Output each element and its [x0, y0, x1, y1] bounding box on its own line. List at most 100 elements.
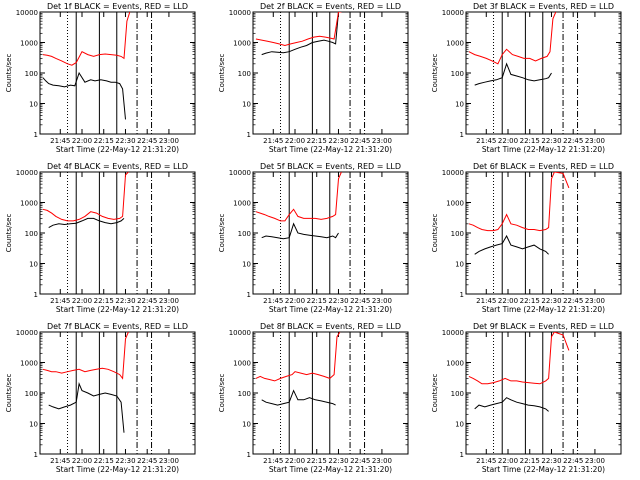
x-tick-label: 21:45 [263, 137, 283, 145]
chart-title: Det 7f BLACK = Events, RED = LLD [47, 322, 188, 331]
x-tick-label: 22:30 [115, 137, 135, 145]
y-tick-label: 100 [451, 70, 464, 78]
y-tick-label: 10 [242, 101, 251, 109]
x-tick-label: 23:00 [159, 457, 179, 465]
chart-title: Det 2f BLACK = Events, RED = LLD [260, 2, 401, 11]
plot-frame [252, 331, 409, 455]
y-tick-label: 10000 [442, 169, 464, 177]
series-line-lld [255, 332, 341, 382]
x-tick-label: 22:15 [307, 457, 327, 465]
x-tick-label: 23:00 [585, 457, 605, 465]
y-tick-label: 1 [460, 131, 464, 139]
y-tick-label: 1 [34, 131, 38, 139]
x-tick-label: 22:00 [72, 137, 92, 145]
y-tick-label: 1 [34, 451, 38, 459]
series-line-events [261, 222, 339, 240]
x-tick-label: 22:45 [137, 137, 157, 145]
x-tick-label: 22:00 [498, 137, 518, 145]
x-tick-label: 22:00 [498, 297, 518, 305]
x-tick-label: 22:30 [541, 297, 561, 305]
y-tick-label: 1000 [446, 360, 464, 368]
plot-frame [465, 171, 622, 295]
x-tick-label: 23:00 [159, 137, 179, 145]
series-line-lld [468, 12, 557, 65]
x-axis-label: Start Time (22-May-12 21:31:20) [482, 465, 605, 474]
series-line-lld [468, 332, 570, 385]
y-tick-label: 100 [238, 70, 251, 78]
y-tick-label: 10 [242, 421, 251, 429]
x-tick-label: 22:00 [285, 457, 305, 465]
x-tick-label: 22:30 [328, 297, 348, 305]
series-line-events [474, 397, 549, 412]
series-line-lld [42, 12, 131, 66]
detector-panel-9: Det 9f BLACK = Events, RED = LLD 1 10 100 10… [431, 322, 622, 474]
plot-frame [39, 331, 196, 455]
chart-title: Det 9f BLACK = Events, RED = LLD [473, 322, 614, 331]
y-tick-label: 10000 [16, 329, 38, 337]
x-tick-label: 23:00 [585, 137, 605, 145]
x-axis-label: Start Time (22-May-12 21:31:20) [482, 145, 605, 154]
x-tick-label: 22:45 [350, 297, 370, 305]
x-tick-label: 22:45 [350, 137, 370, 145]
plot-frame [252, 171, 409, 295]
y-tick-label: 100 [238, 390, 251, 398]
x-tick-label: 22:00 [72, 297, 92, 305]
x-tick-label: 22:30 [328, 137, 348, 145]
y-tick-label: 10 [29, 101, 38, 109]
plot-frame [39, 171, 196, 295]
plot-frame [252, 11, 409, 135]
x-tick-label: 22:30 [115, 297, 135, 305]
series-line-events [261, 12, 339, 56]
x-tick-label: 22:15 [520, 297, 540, 305]
y-tick-label: 10000 [229, 169, 251, 177]
x-tick-label: 21:45 [476, 297, 496, 305]
y-tick-label: 1 [247, 131, 251, 139]
x-tick-label: 22:45 [563, 137, 583, 145]
y-tick-label: 1000 [20, 40, 38, 48]
series-line-lld [42, 332, 129, 380]
y-tick-label: 1 [247, 291, 251, 299]
series-line-events [261, 389, 336, 406]
x-tick-label: 22:45 [350, 457, 370, 465]
series-line-events [474, 62, 552, 86]
y-tick-label: 100 [451, 230, 464, 238]
y-axis-label: Counts/sec [5, 374, 13, 413]
y-tick-label: 100 [25, 70, 38, 78]
x-tick-label: 21:45 [476, 457, 496, 465]
chart-title: Det 3f BLACK = Events, RED = LLD [473, 2, 614, 11]
y-tick-label: 1000 [233, 360, 251, 368]
plot-frame [465, 11, 622, 135]
x-tick-label: 22:15 [94, 457, 114, 465]
plot-frame [465, 331, 622, 455]
y-tick-label: 1000 [20, 360, 38, 368]
series-line-events [474, 234, 549, 255]
y-tick-label: 1000 [233, 200, 251, 208]
y-tick-label: 1 [34, 291, 38, 299]
y-tick-label: 1 [247, 451, 251, 459]
y-tick-label: 100 [238, 230, 251, 238]
detector-panel-7: Det 7f BLACK = Events, RED = LLD 1 10 100 10… [5, 322, 196, 474]
y-tick-label: 1000 [20, 200, 38, 208]
x-axis-label: Start Time (22-May-12 21:31:20) [269, 145, 392, 154]
y-axis-label: Counts/sec [431, 214, 439, 253]
series-line-lld [468, 172, 570, 232]
y-axis-label: Counts/sec [5, 214, 13, 253]
y-tick-label: 100 [25, 390, 38, 398]
x-tick-label: 22:15 [520, 457, 540, 465]
y-axis-label: Counts/sec [5, 54, 13, 93]
y-axis-label: Counts/sec [218, 374, 226, 413]
x-tick-label: 21:45 [263, 297, 283, 305]
x-tick-label: 21:45 [263, 457, 283, 465]
x-tick-label: 23:00 [372, 457, 392, 465]
x-tick-label: 22:15 [94, 297, 114, 305]
x-axis-label: Start Time (22-May-12 21:31:20) [56, 465, 179, 474]
chart-title: Det 5f BLACK = Events, RED = LLD [260, 162, 401, 171]
x-tick-label: 22:00 [285, 137, 305, 145]
y-axis-label: Counts/sec [218, 214, 226, 253]
y-axis-label: Counts/sec [218, 54, 226, 93]
chart-title: Det 4f BLACK = Events, RED = LLD [47, 162, 188, 171]
detector-panel-3: Det 3f BLACK = Events, RED = LLD 1 10 100 10… [431, 2, 622, 154]
series-line-lld [255, 12, 342, 47]
series-line-events [48, 217, 125, 229]
